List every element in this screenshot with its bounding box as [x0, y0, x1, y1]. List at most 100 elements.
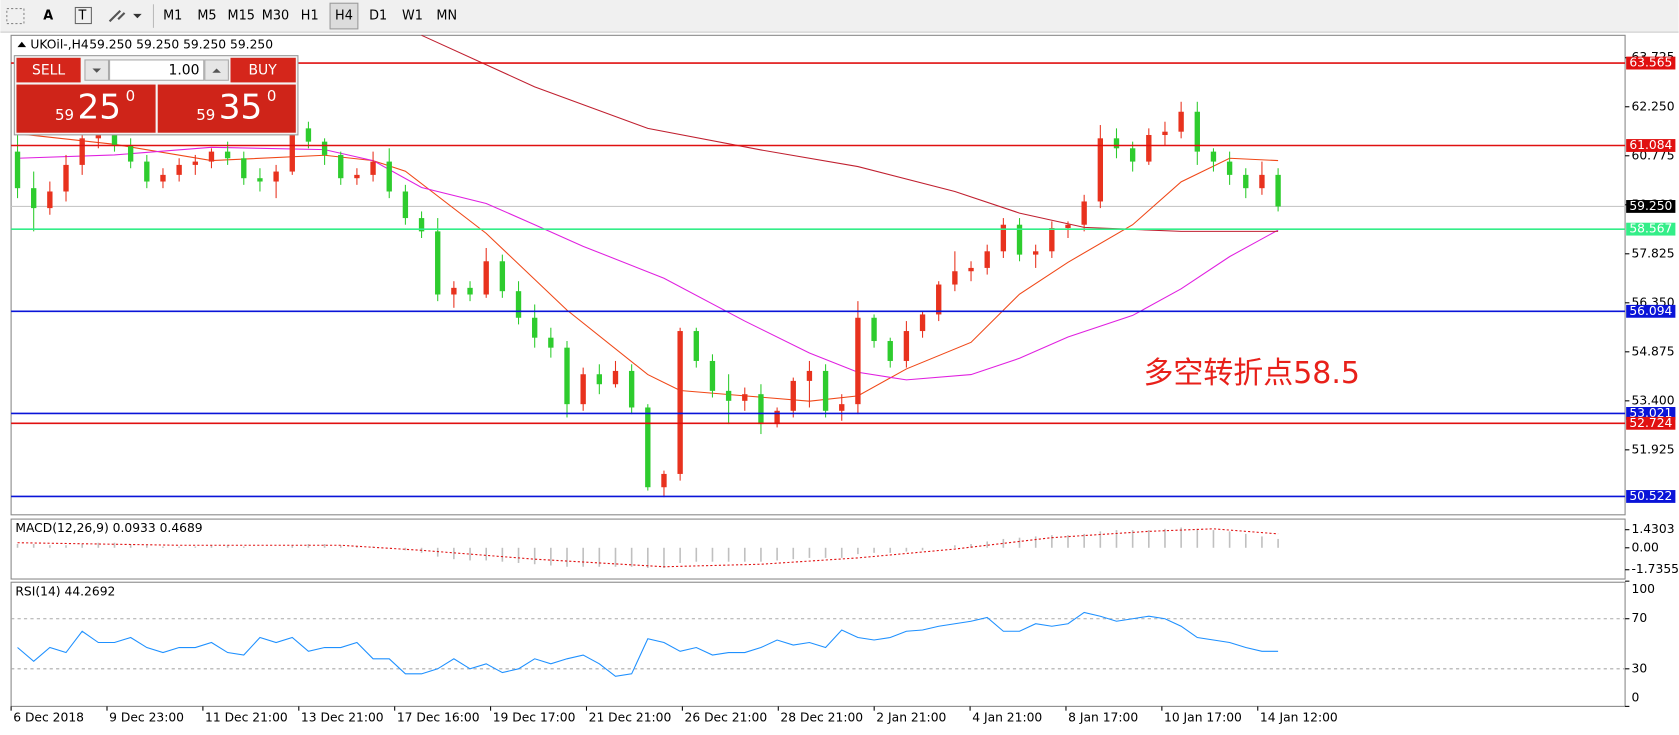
x-tick-label: 19 Dec 17:00	[493, 711, 576, 725]
candle-body	[628, 370, 635, 408]
symbol: UKOil-,H4	[30, 37, 88, 51]
candle-body	[370, 161, 376, 175]
crosshair-tool[interactable]	[6, 8, 25, 25]
macd-panel	[10, 518, 1626, 580]
candle-body	[822, 370, 829, 411]
collapse-icon[interactable]	[17, 41, 27, 48]
candle-body	[1194, 111, 1200, 152]
x-tick-label: 6 Dec 2018	[13, 711, 84, 725]
level-label: 58.567	[1629, 222, 1672, 236]
bid-box[interactable]	[16, 84, 156, 133]
level-tag	[1626, 490, 1676, 503]
candle-body	[31, 188, 37, 209]
volume: 1.00	[169, 63, 200, 79]
candle-body	[451, 287, 457, 295]
level-tag	[1626, 407, 1676, 420]
candle-body	[289, 128, 295, 172]
level-tag	[1626, 139, 1676, 152]
volume-input[interactable]	[109, 59, 205, 81]
timeframe[interactable]: D1	[369, 9, 387, 24]
sell-label: SELL	[32, 63, 65, 79]
buy-label: BUY	[249, 63, 278, 79]
timeframe[interactable]: H1	[301, 9, 319, 24]
y-tick-label: 57.825	[1632, 246, 1675, 260]
ask-pips: 35	[219, 88, 263, 128]
x-tick-label: 13 Dec 21:00	[301, 711, 384, 725]
trade-panel: SELL 1.00 BUY 59 25 0 59 35 0	[13, 55, 299, 136]
candle-body	[1129, 148, 1136, 162]
candle-body	[273, 171, 279, 182]
candle-body	[693, 331, 699, 361]
level-tag	[1626, 56, 1676, 70]
rsi-panel	[10, 581, 1626, 707]
x-tick-label: 2 Jan 21:00	[876, 711, 946, 725]
timeframe[interactable]: H4	[335, 9, 353, 24]
x-tick-label: 4 Jan 21:00	[972, 711, 1042, 725]
candle-body	[661, 473, 667, 488]
candle-body	[855, 317, 861, 405]
candle-body	[63, 164, 69, 192]
candle-body	[160, 174, 166, 182]
candle-body	[936, 284, 942, 315]
candle-body	[241, 158, 247, 179]
candle-body	[257, 178, 263, 182]
timeframe[interactable]: M15	[228, 9, 255, 24]
quote: 59.250 59.250 59.250 59.250	[89, 37, 273, 51]
bid-pips: 25	[77, 88, 121, 128]
level-label: 56.094	[1629, 304, 1672, 318]
y-tick-label: 30	[1632, 661, 1648, 675]
level-tag	[1626, 304, 1676, 318]
shapes-tool[interactable]	[108, 9, 126, 23]
candle-body	[903, 331, 910, 361]
level-label: 53.021	[1629, 406, 1672, 420]
level-label: 50.522	[1629, 489, 1672, 503]
candle-body	[1275, 174, 1281, 207]
label-tool[interactable]	[74, 6, 92, 25]
arrow-up	[212, 68, 221, 73]
candle-body	[1226, 161, 1233, 175]
candle-body	[483, 261, 489, 295]
candle-body	[952, 271, 958, 285]
y-tick-label: 70	[1632, 611, 1648, 625]
candle-body	[354, 174, 360, 179]
candle-body	[467, 287, 473, 295]
candle-body	[1178, 111, 1184, 132]
sell-button[interactable]	[16, 57, 81, 83]
annotation: 多空转折点58.5	[1143, 356, 1359, 391]
candle-body	[418, 218, 425, 232]
candle-body	[176, 164, 182, 175]
ask-box[interactable]	[157, 84, 296, 133]
candle-body	[14, 151, 21, 189]
shapes-dropdown[interactable]	[133, 13, 142, 19]
y-tick-label: 54.875	[1632, 344, 1675, 358]
timeframe[interactable]: W1	[402, 9, 423, 24]
candle-body	[742, 394, 748, 401]
plot: 63.72562.25060.77559.30057.82556.35054.8…	[10, 34, 1679, 725]
level-label: 61.084	[1629, 138, 1672, 152]
timeframe[interactable]: M30	[262, 9, 289, 24]
timeframe[interactable]: M5	[197, 9, 216, 24]
candle-body	[144, 161, 150, 182]
candle-body	[1113, 138, 1120, 149]
text-tool[interactable]: A	[43, 9, 53, 24]
candle-body	[839, 404, 845, 411]
candle-body	[435, 231, 441, 295]
level-label: 63.565	[1629, 56, 1672, 70]
timeframe[interactable]: M1	[163, 9, 182, 24]
candle-body	[596, 374, 603, 385]
candle-body	[47, 191, 53, 209]
y-tick-label: 1.4303	[1632, 522, 1675, 536]
candle-body	[305, 128, 312, 142]
buy-button[interactable]	[230, 57, 296, 83]
current-label: 59.250	[1629, 199, 1672, 213]
x-tick-label: 9 Dec 23:00	[109, 711, 184, 725]
y-tick-label: -1.7355	[1632, 562, 1679, 576]
candle-body	[79, 138, 85, 165]
toolbar-tools: A T	[6, 4, 154, 28]
candle-body	[790, 380, 796, 411]
candle-body	[208, 151, 215, 162]
timeframe[interactable]: MN	[436, 9, 457, 24]
x-tick-label: 14 Jan 12:00	[1260, 711, 1338, 725]
x-tick-label: 17 Dec 16:00	[397, 711, 480, 725]
